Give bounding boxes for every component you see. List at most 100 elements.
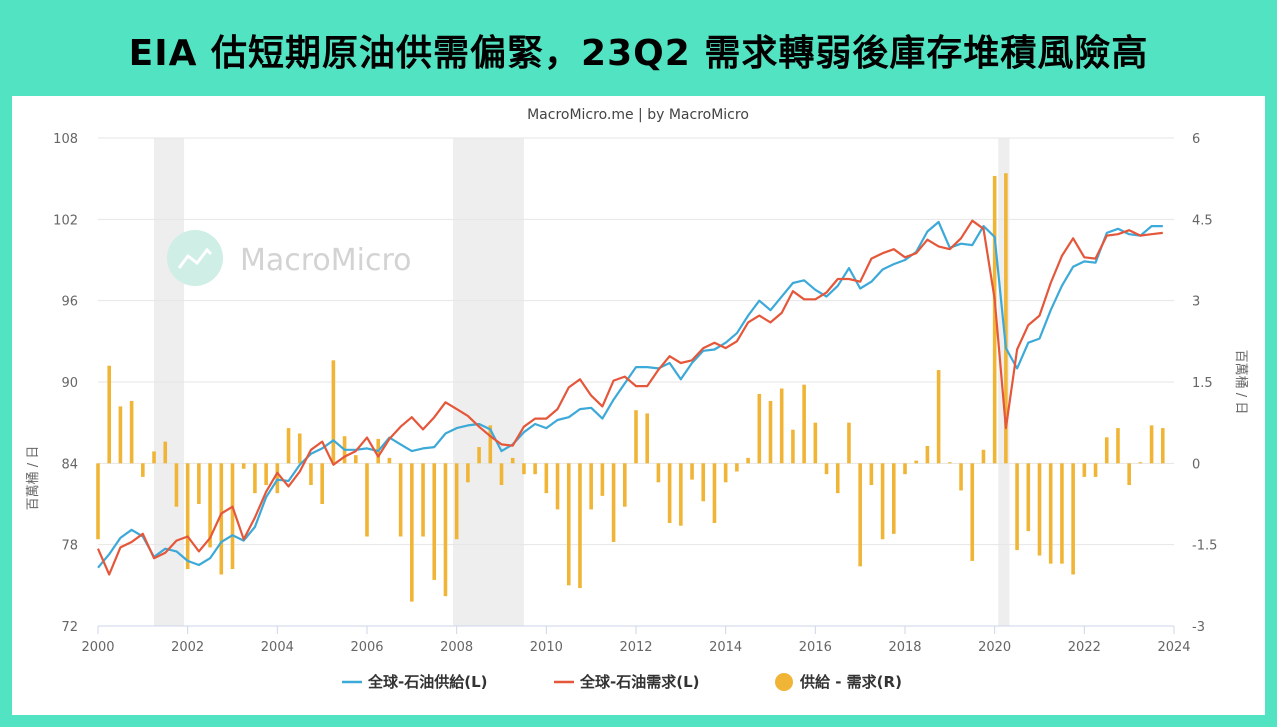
bar-77 (959, 463, 963, 491)
watermark: MacroMicro (167, 230, 412, 286)
bar-84 (1037, 463, 1042, 556)
bar-20 (320, 463, 324, 504)
x-tick-label-11: 2022 (1068, 640, 1101, 655)
bar-39 (533, 463, 537, 475)
bar-71 (891, 463, 896, 534)
bar-54 (701, 463, 706, 502)
bar-2 (118, 406, 123, 464)
bar-48 (634, 410, 638, 464)
right-tick-label-3: 1.5 (1192, 376, 1213, 391)
x-tick-label-8: 2016 (799, 640, 832, 655)
bar-94 (1149, 425, 1154, 464)
bar-28 (410, 463, 414, 602)
bar-63 (802, 384, 806, 464)
x-tick-label-4: 2008 (440, 640, 473, 655)
bar-65 (824, 463, 829, 475)
right-tick-label-1: -1.5 (1192, 539, 1217, 554)
bar-4 (141, 463, 145, 477)
bar-32 (454, 463, 459, 540)
x-tick-label-0: 2000 (81, 640, 114, 655)
bar-62 (791, 429, 795, 464)
bar-74 (925, 445, 930, 464)
legend-swatch-2 (775, 673, 793, 691)
bar-14 (253, 463, 257, 494)
bar-12 (230, 463, 235, 570)
right-tick-label-0: -3 (1192, 620, 1205, 635)
bar-17 (286, 428, 291, 464)
x-tick-label-9: 2018 (888, 640, 921, 655)
bar-88 (1082, 463, 1087, 477)
left-tick-label-0: 72 (61, 620, 78, 635)
bar-73 (914, 460, 919, 464)
left-tick-label-3: 90 (61, 376, 78, 391)
axes: 72 78 84 90 96 102 108 -3 -1.5 0 1.5 3 4.5 6 2000 2002 2… (53, 132, 1217, 655)
bar-70 (880, 463, 885, 540)
bar-53 (690, 463, 694, 480)
x-tick-label-1: 2002 (171, 640, 204, 655)
bar-46 (611, 463, 616, 542)
bar-58 (746, 457, 750, 464)
x-tick-label-12: 2024 (1157, 640, 1190, 655)
right-axis-title: 百萬桶 / 日 (1233, 350, 1248, 415)
bar-49 (645, 413, 650, 464)
bar-29 (421, 463, 425, 537)
bar-37 (510, 457, 515, 464)
bar-85 (1048, 463, 1053, 564)
bar-0 (96, 463, 100, 540)
bar-67 (847, 422, 851, 464)
right-tick-label-6: 6 (1192, 132, 1200, 147)
bar-3 (129, 400, 134, 464)
bar-95 (1160, 428, 1165, 464)
bar-26 (387, 457, 392, 464)
x-tick-label-6: 2012 (619, 640, 652, 655)
bar-38 (522, 463, 526, 475)
bar-75 (936, 370, 941, 464)
right-tick-label-5: 4.5 (1192, 213, 1213, 228)
bar-87 (1071, 463, 1075, 575)
bar-31 (443, 463, 448, 597)
chart-svg: MacroMicro 72 78 84 90 96 102 108 -3 -1.5 0 1.5 3 4.… (26, 107, 1248, 691)
left-axis-title: 百萬桶 / 日 (26, 446, 41, 511)
bar-50 (656, 463, 661, 483)
bar-45 (600, 463, 605, 496)
bar-92 (1127, 463, 1131, 486)
bar-1 (107, 365, 112, 464)
bar-18 (297, 433, 302, 464)
x-tick-label-2: 2004 (261, 640, 294, 655)
bar-90 (1104, 437, 1109, 464)
bar-10 (208, 463, 212, 548)
watermark-logo-icon (167, 230, 223, 286)
legend: 全球-石油供給(L) 全球-石油需求(L) 供給 - 需求(R) (342, 673, 902, 691)
bar-19 (309, 463, 313, 486)
bar-41 (555, 463, 560, 510)
bar-5 (152, 451, 156, 464)
bar-51 (667, 463, 672, 523)
bar-83 (1026, 463, 1031, 532)
series-line-0 (97, 220, 1163, 569)
chart-credit: MacroMicro.me | by MacroMicro (527, 107, 749, 123)
bar-9 (197, 463, 201, 504)
bar-64 (813, 422, 818, 464)
legend-label-0: 全球-石油供給(L) (367, 673, 488, 691)
bar-55 (712, 463, 717, 523)
legend-label-2: 供給 - 需求(R) (799, 673, 902, 691)
left-tick-label-6: 108 (53, 132, 78, 147)
bar-60 (768, 400, 773, 464)
bar-93 (1138, 462, 1143, 464)
bar-79 (981, 449, 986, 464)
bar-27 (398, 463, 403, 537)
bar-57 (735, 463, 739, 472)
bar-52 (679, 463, 683, 526)
bar-13 (241, 463, 246, 469)
bar-61 (779, 388, 784, 464)
bar-68 (858, 463, 862, 567)
series-line-1 (96, 219, 1163, 576)
bar-7 (174, 463, 179, 507)
left-tick-label-4: 96 (61, 295, 78, 310)
bar-24 (365, 463, 369, 537)
line-series (96, 219, 1163, 576)
left-tick-label-2: 84 (61, 457, 78, 472)
bar-66 (835, 463, 840, 494)
legend-label-1: 全球-石油需求(L) (579, 673, 700, 691)
bar-23 (353, 455, 358, 464)
